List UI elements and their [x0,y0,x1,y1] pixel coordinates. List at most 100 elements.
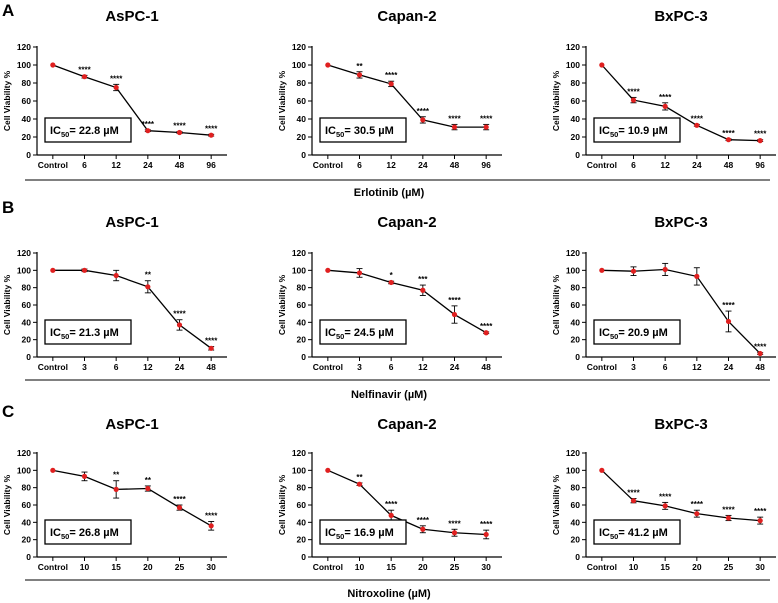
panel-a-aspc-1: AsPC-1 0 20 40 60 80 100 120 Cell Viability % Con… [2,8,227,170]
y-tick-label: 120 [17,448,31,458]
y-tick-label: 20 [22,535,32,545]
data-point [388,279,394,286]
y-tick-label: 60 [297,300,307,310]
x-tick-label: 25 [450,562,460,572]
x-tick-label: 6 [389,362,394,372]
x-tick-label: 3 [357,362,362,372]
x-tick-label: 12 [111,160,121,170]
y-axis-label: Cell Viability % [277,474,287,535]
y-tick-label: 0 [26,352,31,362]
panel-c-bxpc-3: BxPC-3 0 20 40 60 80 100 120 Cell Viability % Con… [551,416,776,572]
y-tick-label: 40 [571,317,581,327]
x-tick-label: 24 [143,160,153,170]
data-point [599,467,605,473]
row-letter-b: B [2,198,14,217]
data-point [662,103,668,109]
data-point [325,267,331,273]
data-point [81,267,88,273]
data-point [388,512,394,519]
ic50-subscript: 50 [610,532,618,541]
x-tick-label: 20 [143,562,153,572]
data-point [113,272,119,279]
significance-label: **** [448,114,461,123]
data-point [176,129,183,136]
data-point [208,523,214,529]
x-tick-label: 96 [755,160,765,170]
y-tick-label: 120 [292,42,306,52]
x-tick-label: 6 [357,160,362,170]
x-tick-label: 15 [386,562,396,572]
ic50-prefix: IC [325,125,336,137]
series-line [601,469,761,522]
y-tick-label: 0 [575,352,580,362]
x-tick-label: Control [313,562,343,572]
data-point [388,81,394,87]
ic50-subscript: 50 [610,332,618,341]
y-tick-label: 40 [571,114,581,124]
data-point [451,124,458,130]
x-tick-label: 24 [724,362,734,372]
y-tick-label: 60 [22,500,32,510]
x-tick-label: 10 [629,562,639,572]
ic50-label: IC50= 22.8 µM [50,125,119,139]
ic50-value: = 41.2 µM [618,527,667,539]
x-tick-label: 24 [418,160,428,170]
x-tick-label: Control [587,562,617,572]
y-tick-label: 80 [22,78,32,88]
significance-label: **** [385,500,398,509]
y-tick-label: 100 [566,465,580,475]
ic50-label: IC50= 41.2 µM [599,527,668,541]
ic50-box [319,519,407,545]
data-point [662,503,668,509]
data-point [325,62,331,68]
y-axis-label: Cell Viability % [277,70,287,131]
series-line [327,64,487,128]
significance-label: **** [480,520,493,529]
x-tick-label: 48 [481,362,491,372]
data-point [208,132,214,138]
data-point [356,72,363,78]
y-tick-label: 100 [566,265,580,275]
y-tick-label: 60 [571,300,581,310]
data-point [757,350,763,357]
significance-label: **** [417,107,430,116]
panel-a-capan-2: Capan-2 0 20 40 60 80 100 120 Cell Viability % Co… [277,8,502,170]
series-line [52,269,212,349]
significance-label: *** [418,275,428,284]
x-tick-label: 30 [206,562,216,572]
ic50-box [593,519,681,545]
x-tick-label: Control [587,160,617,170]
y-axis-label: Cell Viability % [551,274,561,335]
panel-c-capan-2: Capan-2 0 20 40 60 80 100 120 Cell Viability % Co… [277,416,502,572]
y-axis-label: Cell Viability % [551,474,561,535]
series-line [327,469,487,536]
ic50-value: = 22.8 µM [69,125,118,137]
ic50-value: = 30.5 µM [344,125,393,137]
ic50-label: IC50= 10.9 µM [599,125,668,139]
x-tick-label: 12 [143,362,153,372]
data-point [145,485,151,492]
data-point [662,266,668,273]
ic50-box [44,519,132,545]
ic50-value: = 20.9 µM [618,327,667,339]
x-tick-label: Control [313,160,343,170]
x-tick-label: 3 [82,362,87,372]
ic50-value: = 24.5 µM [344,327,393,339]
data-point [694,511,700,517]
data-point [81,473,88,479]
y-tick-label: 40 [22,517,32,527]
x-tick-label: 15 [111,562,121,572]
x-tick-label: 12 [660,160,670,170]
y-tick-label: 100 [566,60,580,70]
series-line [601,64,761,142]
y-tick-label: 60 [571,96,581,106]
y-tick-label: 0 [301,352,306,362]
y-tick-label: 20 [22,335,32,345]
significance-label: **** [627,87,640,96]
data-point [81,74,88,80]
y-tick-label: 20 [571,335,581,345]
ic50-subscript: 50 [610,130,618,139]
y-tick-label: 20 [571,132,581,142]
ic50-prefix: IC [325,327,336,339]
y-tick-label: 40 [297,114,307,124]
